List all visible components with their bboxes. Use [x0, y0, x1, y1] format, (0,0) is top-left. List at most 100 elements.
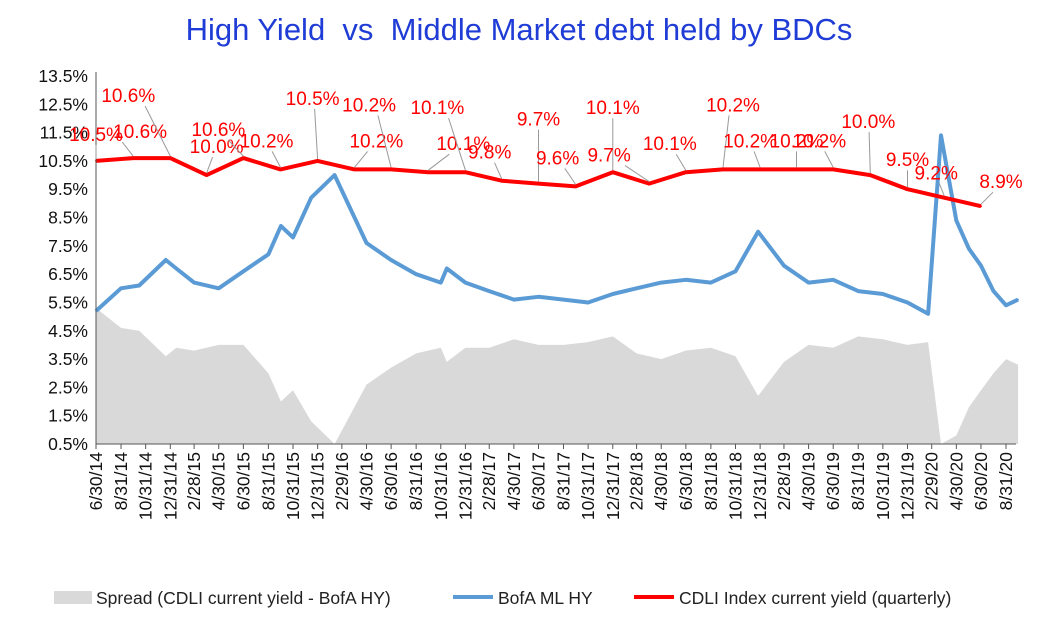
x-tick-label: 12/31/15 [308, 452, 328, 520]
cdli-data-label: 10.6% [113, 122, 167, 143]
cdli-data-label: 10.1% [586, 98, 640, 119]
bofa-hy-point [464, 281, 467, 284]
x-tick-label: 4/30/17 [504, 452, 524, 510]
bofa-hy-point [857, 290, 859, 292]
legend-label-cdli: CDLI Index current yield (quarterly) [679, 588, 951, 608]
cdli-data-label: 10.5% [69, 125, 123, 146]
bofa-hy-point [612, 293, 614, 295]
leader-line [938, 183, 945, 196]
bofa-hy-point [734, 270, 737, 273]
x-tick-label: 10/31/14 [136, 452, 156, 520]
cdli-point [464, 171, 467, 174]
cdli-point [832, 168, 835, 171]
x-tick-label: 8/31/16 [406, 452, 426, 510]
bofa-hy-point [310, 196, 313, 199]
spread-area [96, 308, 1019, 444]
bofa-hy-point [175, 267, 178, 270]
leader-line [314, 108, 319, 159]
leader-line [980, 191, 994, 205]
y-tick-label: 1.5% [48, 406, 88, 426]
x-tick-label: 10/31/17 [578, 452, 598, 520]
bofa-hy-point [333, 174, 336, 176]
data-labels-layer: 10.5%10.6%10.6%10.0%10.6%10.2%10.5%10.2%… [69, 86, 1023, 205]
x-tick-label: 4/30/15 [209, 452, 229, 510]
bofa-hy-point [138, 284, 140, 287]
cdli-point [722, 168, 724, 171]
cdli-data-label: 10.1% [643, 134, 697, 155]
y-tick-label: 12.5% [38, 94, 88, 114]
cdli-point [574, 185, 577, 188]
x-tick-label: 4/30/19 [799, 452, 819, 510]
cdli-data-label: 9.6% [536, 148, 579, 169]
bofa-hy-point [807, 281, 810, 284]
x-tick-label: 4/30/16 [357, 452, 377, 510]
leader-line [722, 115, 730, 168]
bofa-hy-point [267, 253, 270, 256]
x-tick-label: 2/28/17 [479, 452, 499, 510]
bofa-hy-point [390, 259, 392, 261]
legend-label-hy: BofA ML HY [498, 588, 593, 608]
bofa-hy-point [280, 225, 282, 227]
x-tick-label: 2/29/16 [332, 452, 352, 510]
leader-line [494, 162, 503, 179]
bofa-hy-point [832, 279, 834, 281]
x-tick-label: 6/30/15 [233, 452, 253, 510]
x-tick-label: 2/29/20 [922, 452, 942, 511]
bofa-hy-point [940, 134, 942, 137]
x-tick-label: 8/31/14 [111, 452, 131, 511]
cdli-data-label: 10.2% [240, 131, 294, 152]
cdli-data-label: 10.1% [410, 98, 464, 119]
cdli-line-layer [95, 156, 982, 209]
x-tick-label: 6/30/20 [971, 452, 991, 511]
x-tick-label: 10/31/15 [283, 452, 303, 520]
axes-layer: 0.5% 1.5% 2.5% 3.5% 4.5% 5.5% 6.5% 7.5% 8.5% 9.5%… [38, 66, 1016, 520]
x-tick-label: 8/31/17 [554, 452, 574, 510]
leader-line [427, 153, 450, 171]
bofa-hy-point [955, 219, 958, 222]
y-tick-label: 5.5% [48, 292, 88, 312]
cdli-data-label: 10.2% [770, 131, 824, 152]
bofa-hy-point [562, 298, 565, 301]
bofa-hy-point [446, 267, 448, 270]
x-tick-label: 12/31/17 [603, 452, 623, 520]
leader-line [271, 151, 281, 168]
bofa-hy-point [906, 301, 909, 304]
bofa-hy-line-layer [94, 133, 1019, 316]
cdli-data-label: 10.6% [101, 86, 155, 107]
cdli-point [132, 157, 135, 160]
bofa-hy-point [193, 281, 195, 284]
y-tick-label: 4.5% [48, 321, 88, 341]
cdli-point [353, 168, 356, 171]
legend-swatch-spread [54, 591, 92, 604]
bofa-hy-point [365, 242, 368, 244]
cdli-point [980, 205, 982, 208]
x-tick-label: 12/31/16 [455, 452, 475, 520]
cdli-point [242, 157, 245, 160]
cdli-data-label: 10.5% [286, 89, 340, 110]
x-tick-label: 6/30/16 [381, 452, 401, 510]
y-tick-label: 10.5% [38, 151, 88, 171]
leader-line [448, 118, 466, 171]
x-tick-label: 4/30/18 [651, 452, 671, 510]
bofa-hy-point [537, 296, 540, 298]
y-tick-label: 2.5% [48, 377, 88, 397]
bofa-hy-point [292, 236, 294, 239]
bofa-hy-point [587, 301, 589, 304]
leader-line [868, 132, 871, 174]
cdli-data-label: 10.2% [792, 131, 846, 152]
cdli-point [795, 168, 798, 171]
y-tick-label: 3.5% [48, 349, 88, 369]
leader-line [824, 151, 834, 168]
x-tick-label: 12/31/14 [160, 452, 180, 520]
bofa-hy-point [968, 247, 970, 250]
x-tick-label: 6/30/17 [529, 452, 549, 510]
cdli-point [943, 196, 946, 199]
y-tick-label: 8.5% [48, 208, 88, 228]
x-tick-label: 12/31/18 [750, 452, 770, 520]
x-tick-label: 6/30/18 [676, 452, 696, 510]
cdli-data-label: 9.7% [517, 110, 560, 131]
leader-line [753, 151, 761, 168]
legend: Spread (CDLI current yield - BofA HY) Bof… [54, 588, 951, 608]
leader-line [564, 168, 577, 185]
